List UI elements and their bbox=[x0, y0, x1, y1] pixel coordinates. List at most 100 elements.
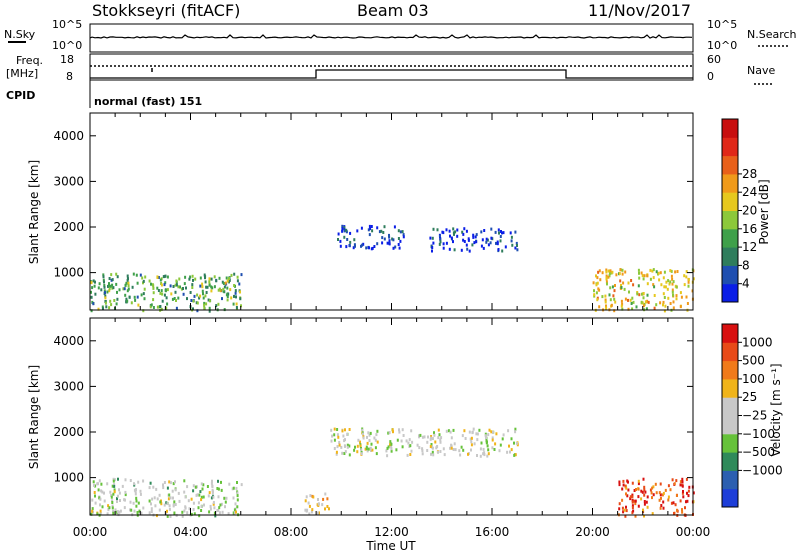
data-cell bbox=[647, 300, 650, 304]
data-cell bbox=[232, 511, 235, 515]
data-cell bbox=[669, 302, 672, 305]
data-cell bbox=[398, 246, 401, 250]
data-cell bbox=[510, 235, 513, 239]
data-cell bbox=[390, 447, 393, 451]
data-cell bbox=[309, 494, 312, 498]
data-cell bbox=[472, 233, 475, 237]
data-cell bbox=[239, 290, 241, 294]
data-cell bbox=[215, 304, 218, 308]
data-cell bbox=[156, 497, 159, 501]
data-cell bbox=[199, 284, 202, 288]
data-cell bbox=[238, 282, 241, 286]
data-cell bbox=[102, 278, 105, 282]
data-cell bbox=[369, 446, 372, 450]
data-cell bbox=[126, 274, 129, 278]
data-cell bbox=[190, 299, 193, 302]
data-cell bbox=[201, 282, 204, 286]
data-cell bbox=[371, 229, 374, 233]
data-cell bbox=[169, 284, 172, 288]
data-cell bbox=[374, 438, 377, 442]
data-cell bbox=[346, 443, 349, 447]
data-cell bbox=[652, 268, 655, 272]
data-cell bbox=[401, 230, 404, 234]
data-cell bbox=[166, 288, 169, 292]
data-cell bbox=[161, 292, 164, 296]
data-cell bbox=[418, 435, 421, 439]
data-cell bbox=[133, 482, 135, 486]
data-cell bbox=[362, 436, 365, 440]
data-cell bbox=[370, 442, 373, 446]
data-cell bbox=[368, 433, 371, 437]
colorbar-segment bbox=[722, 342, 738, 362]
data-cell bbox=[401, 428, 404, 432]
data-cell bbox=[103, 280, 105, 284]
colorbar-segment bbox=[722, 452, 738, 471]
data-cell bbox=[349, 240, 352, 244]
data-cell bbox=[126, 289, 129, 293]
data-cell bbox=[236, 505, 239, 509]
velocity-panel-frame bbox=[89, 317, 694, 516]
data-cell bbox=[397, 237, 400, 240]
data-cell bbox=[173, 297, 176, 300]
data-cell bbox=[596, 281, 599, 285]
data-cell bbox=[441, 230, 444, 234]
data-cell bbox=[470, 443, 473, 447]
data-cell bbox=[675, 285, 678, 289]
data-cell bbox=[235, 302, 238, 306]
data-cell bbox=[473, 442, 476, 446]
data-cell bbox=[183, 479, 186, 483]
data-cell bbox=[99, 503, 101, 507]
data-cell bbox=[341, 224, 344, 228]
data-cell bbox=[651, 269, 654, 273]
data-cell bbox=[318, 511, 320, 515]
data-cell bbox=[139, 273, 142, 277]
data-cell bbox=[664, 488, 667, 492]
data-cell bbox=[196, 293, 199, 297]
data-cell bbox=[182, 287, 184, 290]
data-cell bbox=[490, 227, 493, 231]
data-cell bbox=[663, 296, 666, 299]
data-cell bbox=[152, 284, 155, 288]
data-cell bbox=[360, 448, 363, 452]
data-cell bbox=[667, 296, 670, 300]
data-cell bbox=[687, 284, 690, 288]
data-cell bbox=[626, 479, 629, 483]
data-cell bbox=[115, 272, 118, 276]
data-cell bbox=[218, 276, 221, 280]
data-cell bbox=[394, 245, 397, 249]
data-cell bbox=[370, 449, 372, 452]
data-cell bbox=[447, 429, 450, 433]
data-cell bbox=[142, 292, 145, 296]
data-cell bbox=[643, 493, 646, 497]
data-cell bbox=[618, 483, 621, 487]
data-cell bbox=[479, 454, 482, 458]
data-cell bbox=[461, 434, 464, 438]
data-cell bbox=[627, 307, 630, 311]
data-cell bbox=[500, 230, 502, 233]
data-cell bbox=[615, 273, 618, 277]
data-cell bbox=[106, 290, 109, 294]
data-cell bbox=[324, 492, 327, 496]
data-cell bbox=[681, 491, 684, 495]
data-cell bbox=[660, 504, 663, 507]
data-cell bbox=[208, 491, 211, 495]
data-cell bbox=[434, 440, 437, 444]
data-cell bbox=[599, 278, 602, 282]
data-cell bbox=[509, 231, 512, 235]
data-cell bbox=[449, 234, 451, 238]
data-cell bbox=[184, 275, 187, 279]
data-cell bbox=[196, 309, 199, 313]
data-cell bbox=[305, 495, 308, 499]
data-cell bbox=[682, 490, 684, 493]
data-cell bbox=[398, 428, 400, 432]
data-cell bbox=[339, 244, 342, 248]
data-cell bbox=[671, 290, 674, 294]
data-cell bbox=[383, 237, 386, 241]
data-cell bbox=[484, 434, 487, 438]
data-cell bbox=[109, 299, 112, 303]
data-cell bbox=[114, 508, 117, 512]
data-cell bbox=[498, 231, 500, 235]
data-cell bbox=[232, 496, 235, 500]
data-cell bbox=[471, 243, 474, 247]
data-cell bbox=[133, 509, 136, 513]
